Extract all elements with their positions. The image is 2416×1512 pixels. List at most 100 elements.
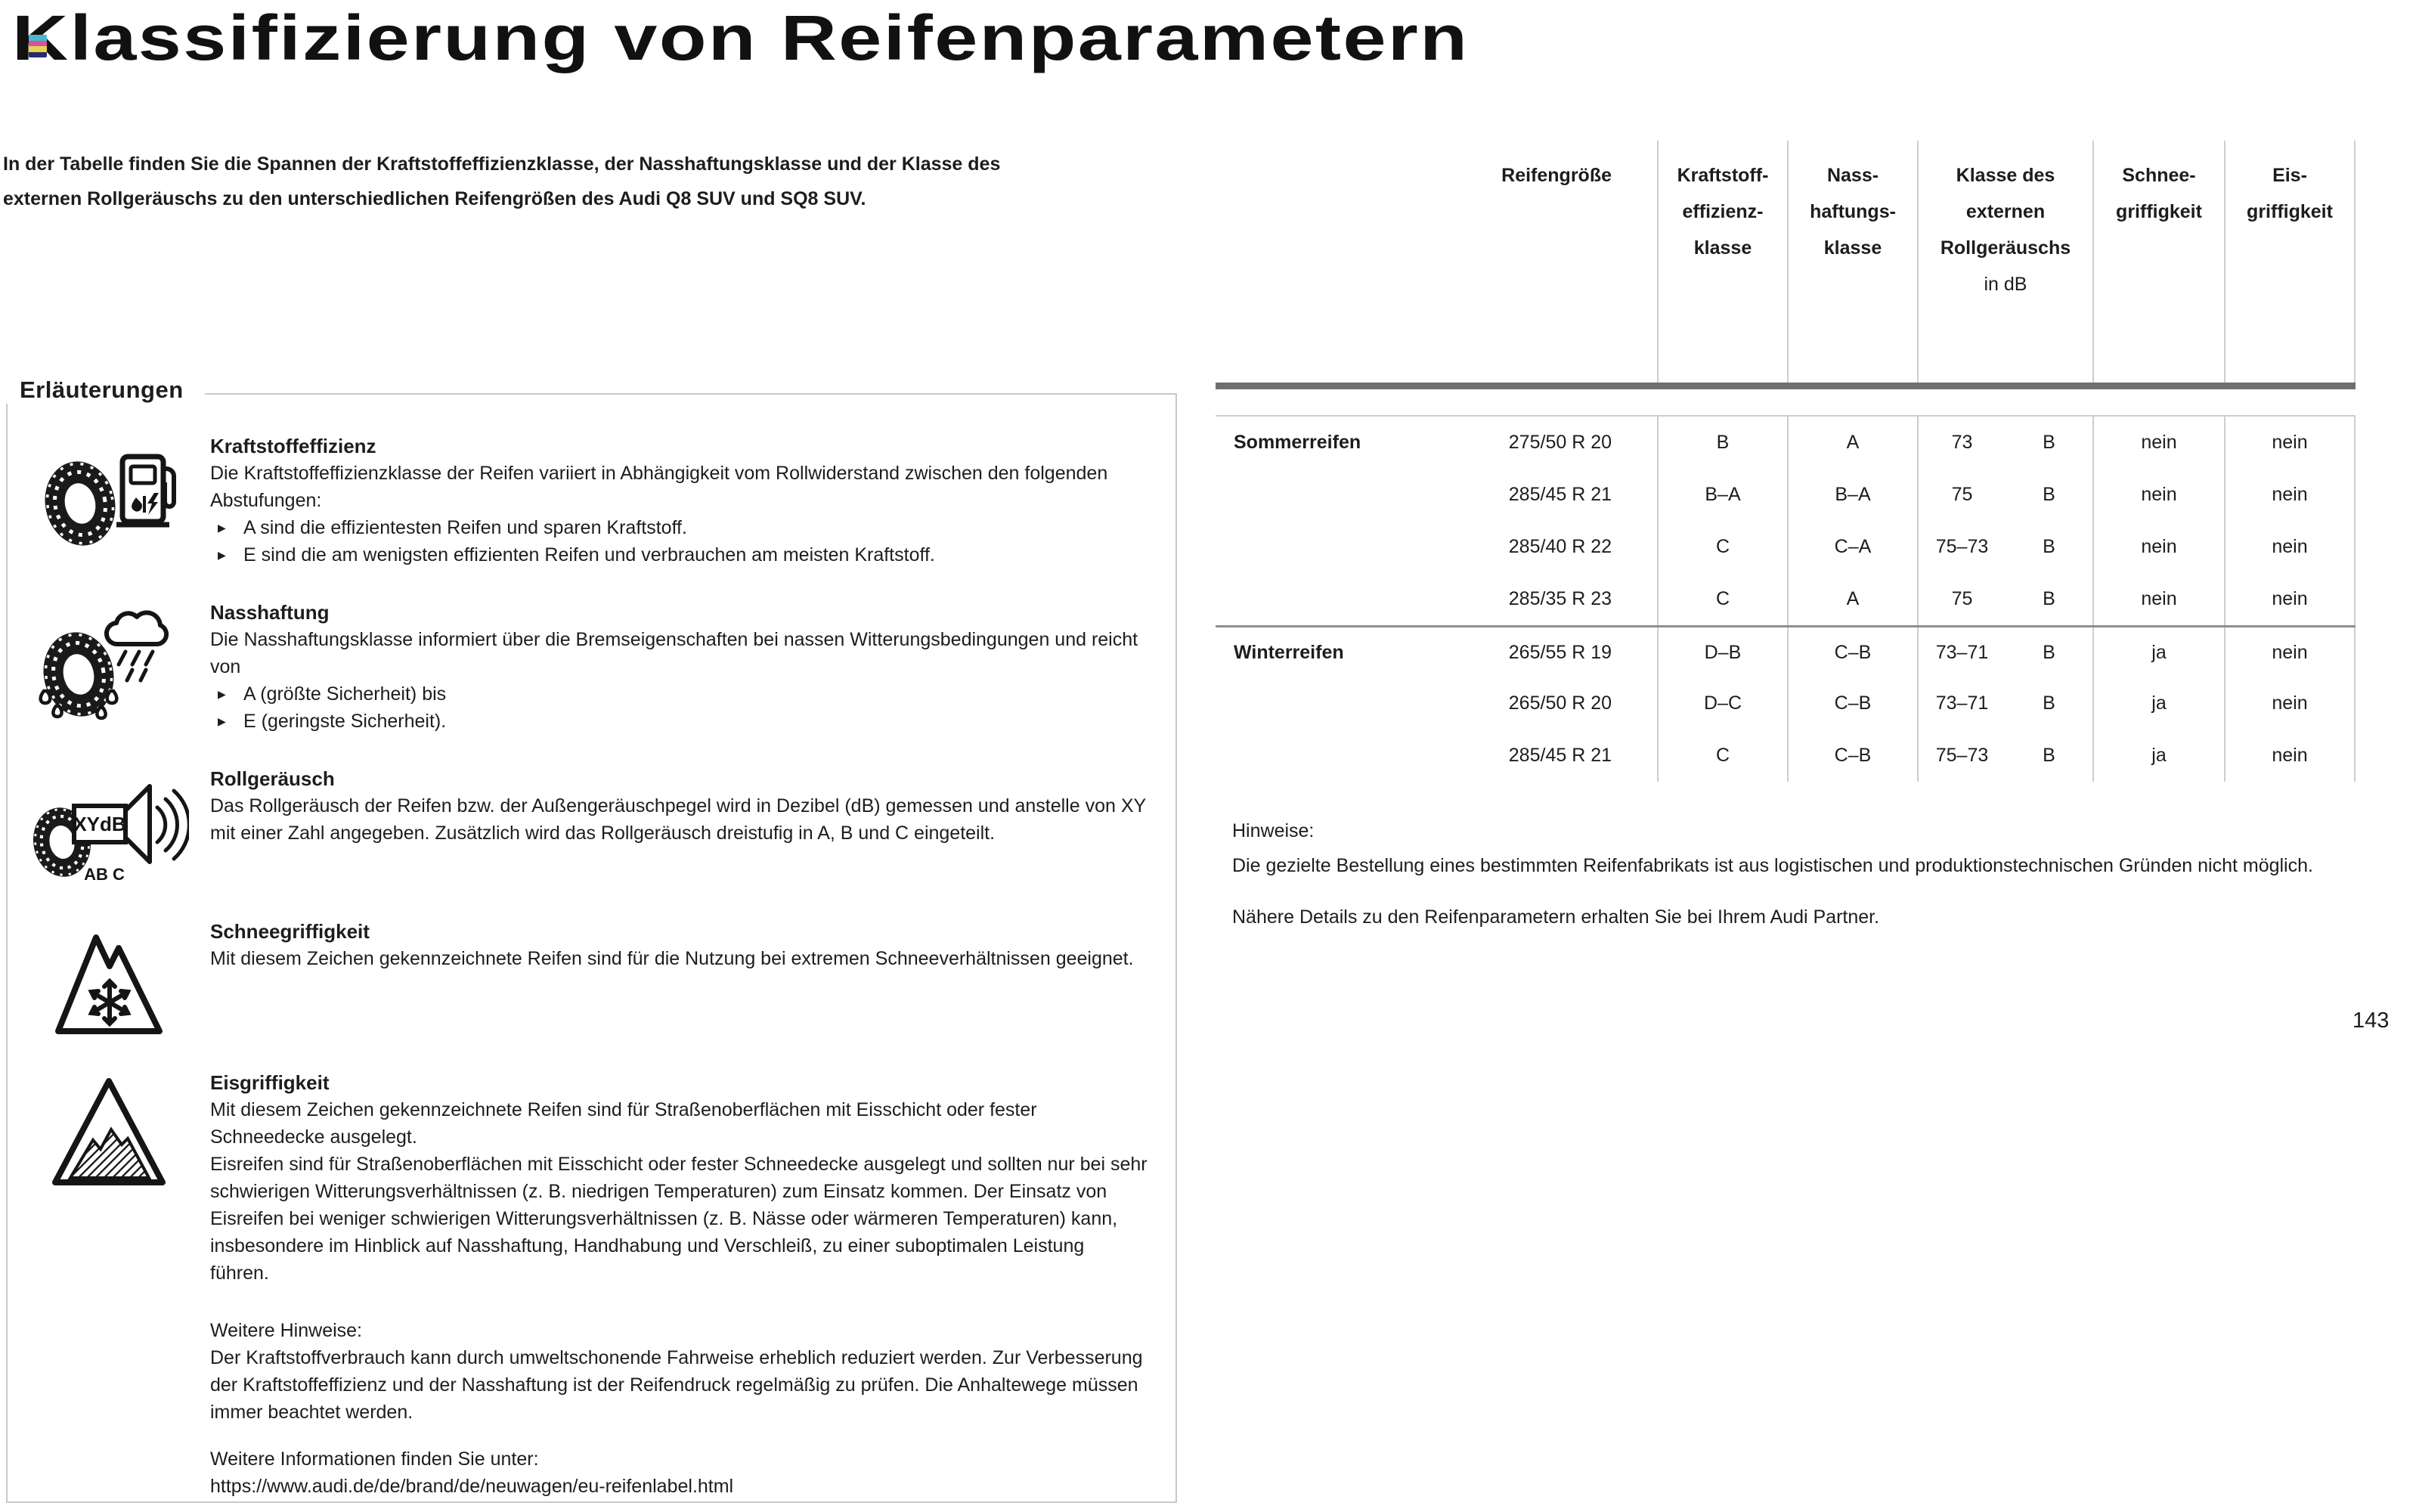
intro-line: externen Rollgeräuschs zu den unterschie… (3, 188, 866, 209)
intro-line: In der Tabelle finden Sie die Spannen de… (3, 153, 1001, 175)
explanation-title: Eisgriffigkeit (210, 1071, 330, 1094)
header-line: Schnee- (2122, 165, 2196, 186)
more-notes: Weitere Hinweise: Der Kraftstoffverbrauc… (210, 1317, 1148, 1426)
explanations-box: Erläuterungen Kra (6, 376, 1177, 1503)
explanation-body: Die Nasshaftungsklasse informiert über d… (210, 629, 1138, 677)
bullet-text: E sind die am wenigsten effizienten Reif… (243, 544, 935, 565)
header-line: Klasse des (1956, 165, 2055, 186)
header-line: haftungs- (1810, 201, 1896, 222)
noise-class: B (2043, 692, 2055, 714)
fuel-class-cell: C (1657, 521, 1787, 573)
table-body: Sommerreifen 275/50 R 20 B A 73 B nein n… (1216, 415, 2356, 782)
rain-drops (116, 649, 155, 683)
note-text: Die gezielte Bestellung eines bestimmten… (1232, 855, 2313, 876)
eu-tire-label-link[interactable]: https://www.audi.de/de/brand/de/neuwagen… (210, 1476, 734, 1497)
fuel-class-cell: D–C (1657, 677, 1787, 730)
noise-db: 73 (1951, 432, 1973, 453)
bullet-item: ▶ E sind die am wenigsten effizienten Re… (210, 541, 1148, 569)
explanation-text: Schneegriffigkeit Mit diesem Zeichen gek… (210, 918, 1148, 1039)
bullet-item: ▶ A sind die effizientesten Reifen und s… (210, 514, 1148, 541)
noise-db: 75–73 (1935, 536, 1989, 557)
ice-grip-cell: nein (2224, 573, 2356, 625)
bullet-item: ▶ E (geringste Sicherheit). (210, 708, 1148, 735)
notes-title: Hinweise: (1232, 820, 1315, 841)
snow-grip-cell: ja (2092, 730, 2224, 782)
more-info-title: Weitere Informationen finden Sie unter: (210, 1448, 539, 1470)
table-row: 285/45 R 21 C C–B 75–73 B ja nein (1216, 730, 2356, 782)
explanations-content: Kraftstoffeffizienz Die Kraftstoffeffizi… (8, 395, 1175, 1500)
explanations-legend: Erläuterungen (6, 376, 205, 404)
tire-size-cell: 265/50 R 20 (1508, 692, 1612, 714)
icon-cell: XYdB AB C (8, 765, 210, 888)
link-marker-icon (29, 35, 47, 57)
speaker-horn (123, 784, 152, 864)
more-info: Weitere Informationen finden Sie unter: … (210, 1445, 1148, 1500)
header-line: Kraftstoff- (1677, 165, 1769, 186)
wet-class-cell: C–B (1787, 627, 1917, 677)
noise-cell: 75 B (1917, 573, 2092, 625)
explanation-body: Das Rollgeräusch der Reifen bzw. der Auß… (210, 795, 1146, 844)
more-notes-title: Weitere Hinweise: (210, 1320, 363, 1341)
snow-grip-cell: nein (2092, 573, 2224, 625)
ice-grip-cell: nein (2224, 521, 2356, 573)
table-header-rule (1216, 383, 2356, 389)
noise-class: B (2043, 641, 2055, 663)
wet-class-cell: B–A (1787, 469, 1917, 521)
bullet-text: E (geringste Sicherheit). (243, 711, 447, 732)
header-line: Nass- (1826, 165, 1879, 186)
col-header-kraftstoffklasse: Kraftstoff- effizienz- klasse (1657, 141, 1787, 383)
explanation-title: Schneegriffigkeit (210, 920, 370, 943)
group-label: Sommerreifen (1234, 432, 1361, 453)
noise-cell: 73–71 B (1917, 677, 2092, 730)
table-row: Winterreifen 265/55 R 19 D–B C–B 73–71 B… (1216, 625, 2356, 677)
noise-db: 75–73 (1935, 745, 1989, 766)
header-line: klasse (1693, 237, 1752, 259)
intro-paragraph: In der Tabelle finden Sie die Spannen de… (3, 147, 1054, 216)
explanation-item-wet: Nasshaftung Die Nasshaftungsklasse infor… (8, 599, 1154, 735)
explanation-title: Rollgeräusch (210, 767, 335, 790)
explanation-item-noise: XYdB AB C Rollgeräusch Das Rollgeräusch … (8, 765, 1154, 888)
explanation-text: Rollgeräusch Das Rollgeräusch der Reifen… (210, 765, 1148, 888)
ice-grip-icon (52, 1078, 166, 1185)
fuel-hose (163, 466, 176, 509)
explanation-text: Eisgriffigkeit Mit diesem Zeichen gekenn… (210, 1069, 1148, 1287)
wet-class-cell: C–B (1787, 730, 1917, 782)
triangle-outline (52, 1078, 166, 1185)
noise-cell: 73 B (1917, 417, 2092, 469)
noise-db: 75 (1951, 484, 1973, 505)
ice-grip-cell: nein (2224, 627, 2356, 677)
noise-class: B (2043, 432, 2055, 453)
fuel-class-cell: D–B (1657, 627, 1787, 677)
ice-grip-cell: nein (2224, 677, 2356, 730)
header-line: externen (1965, 201, 2046, 222)
speaker-box (72, 804, 128, 844)
snow-grip-cell: ja (2092, 627, 2224, 677)
snowflake (88, 978, 132, 1027)
noise-cell: 73–71 B (1917, 627, 2092, 677)
tire-size-cell: 285/45 R 21 (1508, 484, 1612, 505)
fuel-class-cell: C (1657, 573, 1787, 625)
fuel-drop (132, 497, 142, 512)
page-title: Klassifizierung von Reifenparametern (12, 2, 1470, 73)
snow-grip-cell: nein (2092, 469, 2224, 521)
group-label-empty (1216, 730, 1480, 782)
hatched-mountain (67, 1126, 152, 1179)
ice-grip-cell: nein (2224, 417, 2356, 469)
fuel-class-cell: B (1657, 417, 1787, 469)
bullet-arrow-icon: ▶ (218, 522, 226, 534)
explanation-body2: Eisreifen sind für Straßenoberflächen mi… (210, 1154, 1148, 1284)
group-label-empty (1216, 677, 1480, 730)
noise-class: B (2043, 588, 2055, 609)
snow-grip-cell: nein (2092, 521, 2224, 573)
fuel-class-cell: C (1657, 730, 1787, 782)
header-line: klasse (1823, 237, 1882, 259)
tire-size-cell: 285/45 R 21 (1508, 745, 1612, 766)
explanation-title: Nasshaftung (210, 601, 330, 624)
header-line: Eis- (2272, 165, 2307, 186)
group-label-empty (1216, 521, 1480, 573)
noise-cell: 75 B (1917, 469, 2092, 521)
col-header-schneegriffigkeit: Schnee- griffigkeit (2092, 141, 2224, 383)
group-label-empty (1216, 469, 1480, 521)
bullet-arrow-icon: ▶ (218, 715, 226, 727)
bullet-arrow-icon: ▶ (218, 688, 226, 700)
